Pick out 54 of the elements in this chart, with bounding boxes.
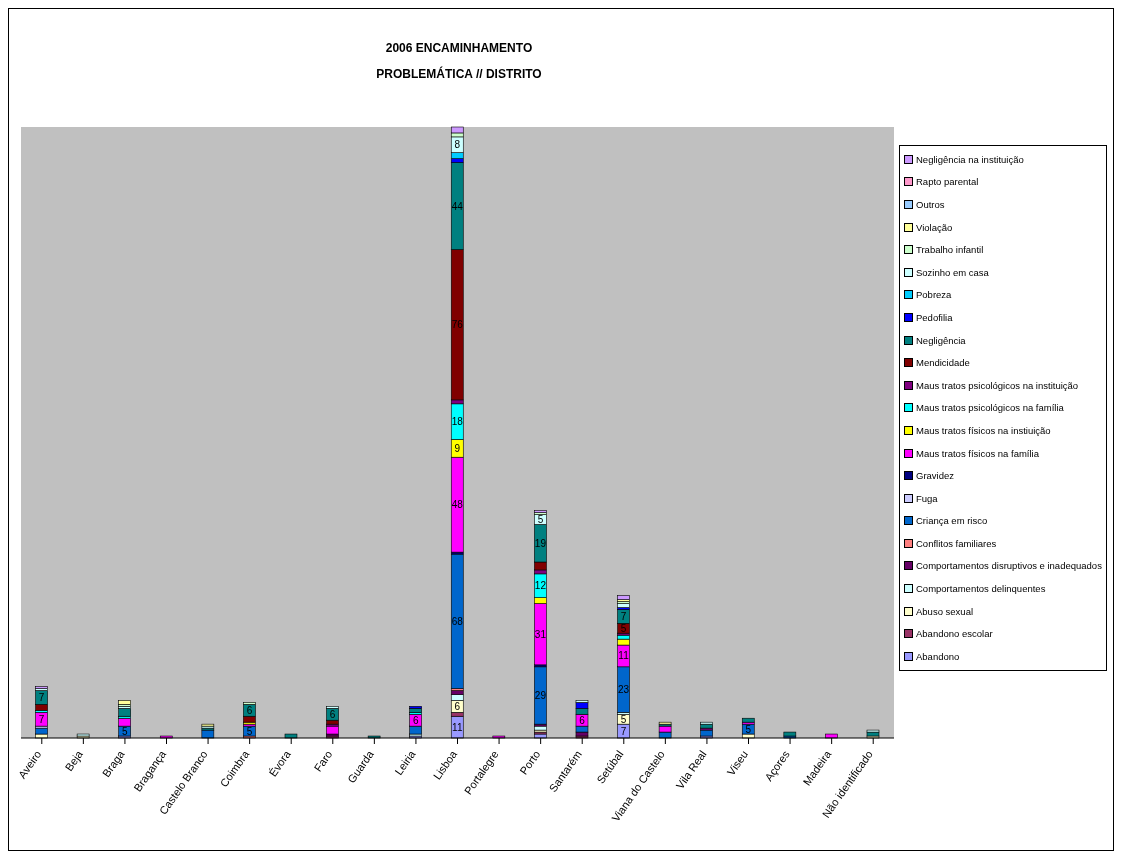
data-label: 12 xyxy=(534,580,547,592)
data-label: 7 xyxy=(620,725,627,737)
legend-label: Conflitos familiares xyxy=(916,537,997,549)
legend-label: Abandono xyxy=(916,650,960,662)
data-label: 7 xyxy=(38,713,45,725)
legend-label: Negligência xyxy=(916,334,966,346)
data-label: 44 xyxy=(451,200,464,212)
legend-label: Sozinho em casa xyxy=(916,266,989,278)
legend-label: Maus tratos físicos na instiuição xyxy=(916,424,1051,436)
legend-label: Pedofilia xyxy=(916,311,953,323)
data-label: 48 xyxy=(451,499,464,511)
data-label: 11 xyxy=(618,650,630,662)
data-label: 5 xyxy=(620,622,627,634)
data-label: 29 xyxy=(534,689,547,701)
data-label: 18 xyxy=(451,416,464,428)
data-label: 5 xyxy=(246,725,253,737)
data-label: 19 xyxy=(534,537,547,549)
legend-label: Comportamentos disruptivos e inadequados xyxy=(916,560,1102,572)
data-label: 6 xyxy=(454,700,461,712)
legend-label: Maus tratos físicos na família xyxy=(916,447,1040,459)
data-label: 5 xyxy=(537,514,544,525)
data-label: 7 xyxy=(620,610,627,622)
legend-label: Abandono escolar xyxy=(916,628,993,640)
data-label: 5 xyxy=(620,713,627,725)
legend-label: Abuso sexual xyxy=(916,605,974,617)
data-label: 6 xyxy=(412,714,419,726)
data-label: 23 xyxy=(617,684,630,696)
data-label: 5 xyxy=(121,725,128,737)
legend-label: Comportamentos delinquentes xyxy=(916,583,1046,595)
legend-label: Maus tratos psicológicos na família xyxy=(916,402,1064,414)
data-label: 6 xyxy=(246,704,253,716)
data-label: 68 xyxy=(451,615,464,627)
legend-label: Violação xyxy=(916,221,953,233)
data-label: 76 xyxy=(451,319,464,331)
chart-subtitle: PROBLEMÁTICA // DISTRITO xyxy=(375,67,543,81)
legend-label: Fuga xyxy=(916,492,938,504)
data-label: 6 xyxy=(329,708,336,720)
data-label: 9 xyxy=(454,442,461,454)
legend-label: Maus tratos psicológicos na instituição xyxy=(916,379,1079,391)
legend-label: Rapto parental xyxy=(916,176,979,188)
legend-label: Criança em risco xyxy=(916,515,988,527)
data-label: 31 xyxy=(534,628,547,640)
data-label: 7 xyxy=(38,691,45,703)
data-label: 8 xyxy=(454,139,461,151)
legend-label: Negligência na instituição xyxy=(916,153,1024,165)
legend-label: Mendicidade xyxy=(916,357,970,369)
chart-title: 2006 ENCAMINHAMENTO xyxy=(384,41,534,55)
legend-label: Pobreza xyxy=(916,289,952,301)
data-label: 11 xyxy=(452,721,463,733)
data-label: 6 xyxy=(579,714,586,726)
legend-label: Trabalho infantil xyxy=(916,244,984,256)
data-label: 5 xyxy=(745,723,752,735)
legend-label: Gravidez xyxy=(916,470,955,482)
legend-label: Outros xyxy=(916,198,945,210)
